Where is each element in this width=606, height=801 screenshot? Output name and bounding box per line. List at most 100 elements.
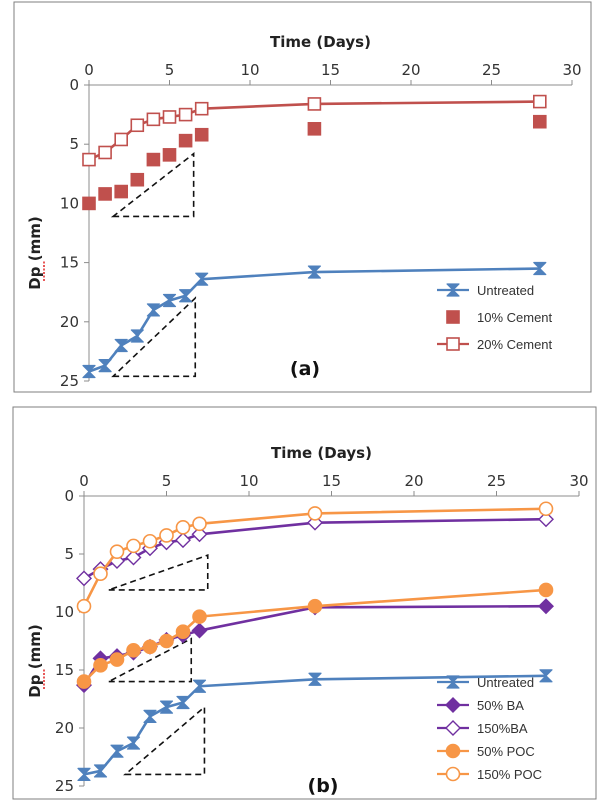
data-point <box>539 669 553 683</box>
slope-triangle <box>110 152 195 218</box>
legend: Untreated 10% Cement 20% Cement <box>437 283 553 352</box>
data-point <box>146 303 160 317</box>
y-tick-label: 15 <box>60 254 79 272</box>
series-line <box>83 517 547 580</box>
x-tick-label: 0 <box>79 472 89 490</box>
data-point <box>114 132 128 147</box>
data-point <box>82 196 96 211</box>
x-tick-label: 0 <box>84 61 94 79</box>
legend-entry: 150%BA <box>477 721 528 736</box>
data-point <box>307 598 323 614</box>
data-point <box>307 97 322 111</box>
data-point <box>82 152 96 167</box>
legend-entry: Untreated <box>477 283 534 298</box>
x-tick-label: 30 <box>569 472 588 490</box>
data-point <box>109 652 125 667</box>
data-point <box>538 582 554 598</box>
series-line <box>88 267 540 373</box>
data-point <box>76 674 92 689</box>
data-point <box>77 767 91 781</box>
data-point <box>175 520 191 535</box>
x-tick-label: 5 <box>162 472 172 490</box>
data-point <box>162 110 177 124</box>
series-3 <box>82 94 547 167</box>
legend-marker <box>445 697 461 713</box>
data-point <box>162 148 177 162</box>
y-tick-label: 20 <box>55 719 74 737</box>
chart-panel-b: 0 5 10 15 20 25 30 0 5 10 15 20 25 Time (Days) Dp (mm)… <box>0 405 606 801</box>
y-tick-label: 0 <box>64 487 74 505</box>
data-point <box>76 570 92 587</box>
panel-label: (a) <box>290 358 320 380</box>
series-line <box>88 100 540 161</box>
data-point <box>194 127 209 142</box>
y-tick-label: 5 <box>69 135 79 153</box>
data-point <box>178 133 193 148</box>
slope-triangle <box>108 637 193 683</box>
legend-marker <box>446 310 460 324</box>
data-point <box>532 114 547 129</box>
x-tick-label: 25 <box>487 472 506 490</box>
y-tick-label: 25 <box>55 777 74 795</box>
data-point <box>130 118 145 133</box>
data-point <box>192 609 207 624</box>
legend-entry: 20% Cement <box>477 337 553 352</box>
data-point <box>159 633 174 649</box>
slope-triangle <box>111 296 197 378</box>
data-point <box>143 709 157 723</box>
data-point <box>142 639 158 655</box>
data-point <box>538 501 554 517</box>
legend-marker <box>445 720 461 736</box>
legend-marker <box>445 743 461 759</box>
chart-frame <box>12 406 597 800</box>
data-point <box>175 532 191 549</box>
series-2 <box>82 114 547 211</box>
y-tick-label: 25 <box>60 372 79 390</box>
data-point <box>191 622 208 639</box>
data-point <box>93 764 108 778</box>
chart-b-svg: 0 5 10 15 20 25 30 0 5 10 15 20 25 Time (Days) Dp (mm)… <box>12 406 597 800</box>
data-point <box>93 658 108 673</box>
x-tick-label: 30 <box>562 61 581 79</box>
x-tick-label: 10 <box>240 61 259 79</box>
data-point <box>192 679 207 693</box>
y-axis-title: Dp (mm) <box>26 216 44 289</box>
data-point <box>307 506 323 521</box>
y-tick-label: 0 <box>69 76 79 94</box>
data-point <box>130 329 144 343</box>
data-point <box>125 549 142 566</box>
series-line <box>83 674 547 776</box>
y-tick-label: 15 <box>55 661 74 679</box>
series-line <box>82 507 547 607</box>
data-point <box>114 338 128 353</box>
data-point <box>146 112 161 127</box>
data-point <box>126 538 141 554</box>
series-1 <box>82 261 547 379</box>
data-point <box>538 511 554 528</box>
legend-entry: 150% POC <box>477 767 542 782</box>
x-tick-label: 15 <box>321 61 340 79</box>
data-point <box>93 566 108 582</box>
y-axis-title: Dp (mm) <box>26 624 44 697</box>
data-point <box>159 700 174 714</box>
data-point <box>146 152 161 167</box>
x-tick-label: 5 <box>165 61 175 79</box>
series-line <box>83 588 547 683</box>
data-point <box>126 736 141 750</box>
data-point <box>178 107 193 122</box>
data-point <box>142 533 158 549</box>
data-point <box>114 184 128 199</box>
data-point <box>162 293 177 308</box>
data-point <box>98 187 112 201</box>
data-point <box>308 672 322 686</box>
x-axis-title: Time (Days) <box>270 33 371 51</box>
data-point <box>159 528 174 543</box>
legend: Untreated 50% BA 150%BA 50% POC 150% POC <box>437 675 542 782</box>
legend-marker <box>446 337 460 351</box>
data-point <box>195 272 209 286</box>
data-point <box>307 122 322 136</box>
data-point <box>533 261 547 276</box>
legend-marker <box>446 675 460 689</box>
legend-marker <box>446 283 460 297</box>
x-tick-label: 10 <box>239 472 258 490</box>
